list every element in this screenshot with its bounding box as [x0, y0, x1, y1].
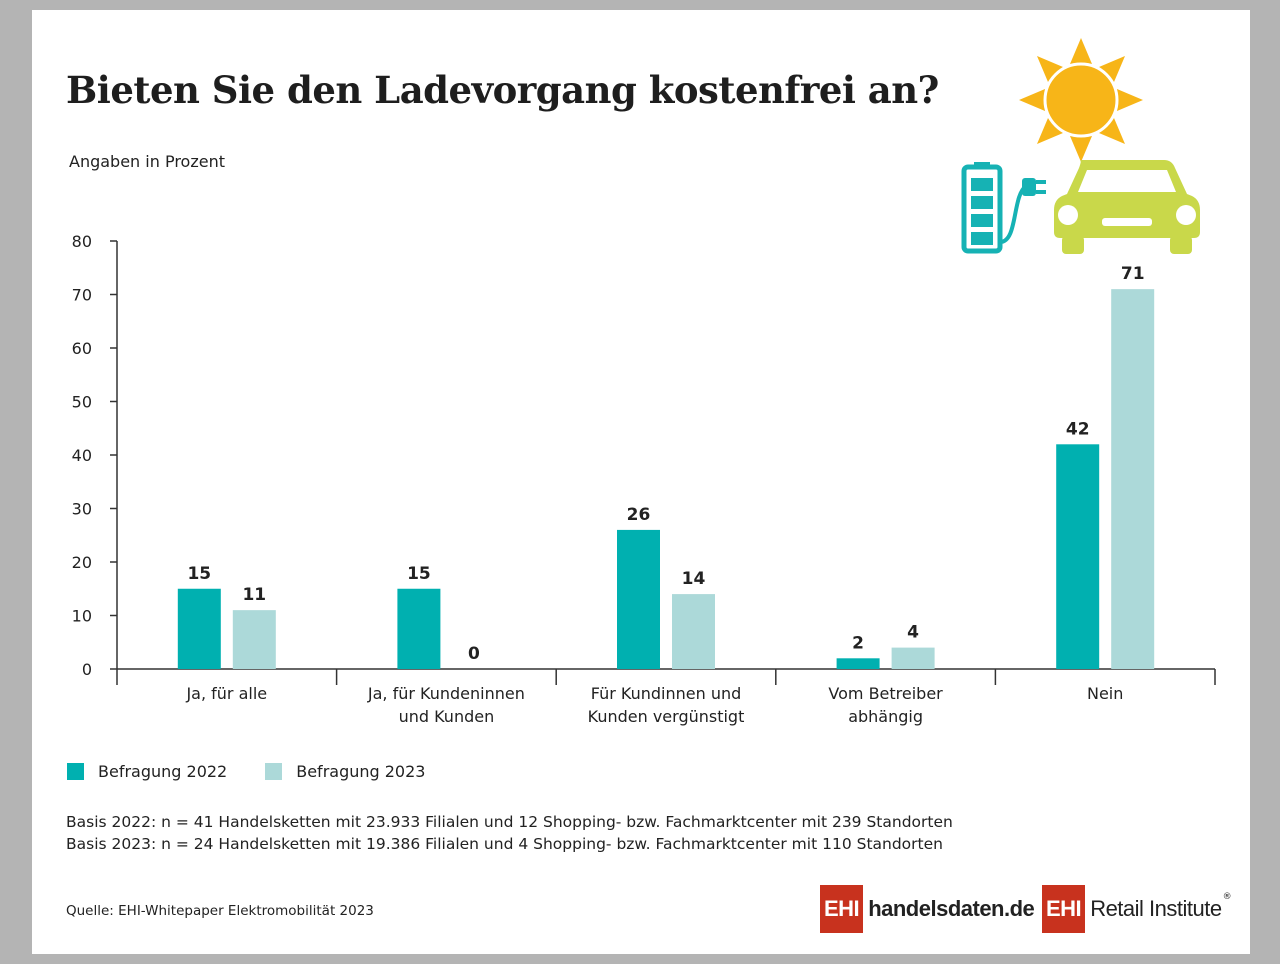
legend-swatch-2022 — [67, 763, 84, 780]
y-tick-label-30: 30 — [72, 500, 92, 519]
base-notes: Basis 2022: n = 41 Handelsketten mit 23.… — [66, 811, 953, 855]
charging-plug-icon — [999, 178, 1046, 244]
illustration — [961, 38, 1200, 254]
chart-title: Bieten Sie den Ladevorgang kostenfrei an… — [66, 68, 939, 112]
category-label-3-line-1: abhängig — [848, 707, 923, 726]
y-tick-label-70: 70 — [72, 286, 92, 305]
ehi-retail-institute-logo[interactable]: EHI Retail Institute ® — [1042, 885, 1232, 933]
logo-retail-institute-text: Retail Institute — [1090, 896, 1222, 921]
data-label-2023-2: 14 — [682, 569, 706, 589]
bar-2022-2 — [617, 529, 660, 669]
category-label-3-line-0: Vom Betreiber — [828, 684, 943, 703]
data-label-2022-2: 26 — [627, 505, 651, 525]
legend-swatch-2023 — [265, 763, 283, 780]
y-tick-label-40: 40 — [72, 446, 92, 465]
legend-label-2023: Befragung 2023 — [296, 762, 426, 781]
bar-2023-3 — [891, 647, 935, 669]
data-label-2023-1: 0 — [468, 644, 480, 664]
chart-subtitle: Angaben in Prozent — [69, 152, 225, 171]
legend-item-2023: Befragung 2023 — [265, 762, 425, 781]
legend-item-2022: Befragung 2022 — [67, 762, 227, 781]
logo-handelsdaten-text: handelsdaten.de — [868, 896, 1035, 921]
handelsdaten-logo[interactable]: EHI handelsdaten.de — [820, 885, 1035, 933]
bar-2022-0 — [177, 588, 221, 669]
category-label-0-line-0: Ja, für alle — [185, 684, 267, 703]
bar-2022-1 — [397, 588, 441, 669]
y-tick-label-20: 20 — [72, 553, 92, 572]
basis-2023-note: Basis 2023: n = 24 Handelsketten mit 19.… — [66, 835, 943, 853]
bar-chart: 0 10 20 30 40 50 60 70 80 15 11 Ja, für alle 15 0 Ja, … — [72, 232, 1216, 726]
bar-2022-4 — [1056, 444, 1100, 669]
logo-ehi-box: EHI — [820, 885, 864, 933]
data-label-2023-0: 11 — [242, 585, 266, 605]
data-label-2022-3: 2 — [852, 633, 864, 653]
category-label-2-line-0: Für Kundinnen und — [591, 684, 742, 703]
y-tick-label-10: 10 — [72, 607, 92, 626]
data-label-2022-1: 15 — [407, 564, 431, 584]
category-label-1-line-0: Ja, für Kundeninnen — [367, 684, 525, 703]
sun-icon — [1019, 38, 1143, 162]
bar-2022-3 — [836, 658, 880, 669]
data-label-2023-3: 4 — [907, 623, 919, 643]
category-label-1-line-1: und Kunden — [399, 707, 495, 726]
chart-legend: Befragung 2022 Befragung 2023 — [67, 762, 463, 781]
y-tick-label-50: 50 — [72, 393, 92, 412]
battery-icon — [961, 162, 1003, 254]
bar-2023-2 — [672, 594, 715, 669]
data-label-2022-0: 15 — [187, 564, 211, 584]
car-icon — [1054, 160, 1200, 254]
basis-2022-note: Basis 2022: n = 41 Handelsketten mit 23.… — [66, 813, 953, 831]
bar-2023-0 — [232, 610, 276, 669]
category-label-2-line-1: Kunden vergünstigt — [588, 707, 745, 726]
bar-2023-4 — [1111, 289, 1155, 669]
legend-label-2022: Befragung 2022 — [98, 762, 228, 781]
logo-ehi-box-2: EHI — [1042, 885, 1086, 933]
y-tick-label-80: 80 — [72, 232, 92, 251]
source-note: Quelle: EHI-Whitepaper Elektromobilität … — [66, 903, 374, 919]
y-tick-label-60: 60 — [72, 339, 92, 358]
data-label-2023-4: 71 — [1121, 264, 1145, 284]
y-tick-label-0: 0 — [82, 660, 92, 679]
data-label-2022-4: 42 — [1066, 419, 1090, 439]
registered-mark: ® — [1222, 892, 1232, 902]
chart-card: Bieten Sie den Ladevorgang kostenfrei an… — [32, 10, 1250, 954]
category-label-4-line-0: Nein — [1087, 684, 1123, 703]
